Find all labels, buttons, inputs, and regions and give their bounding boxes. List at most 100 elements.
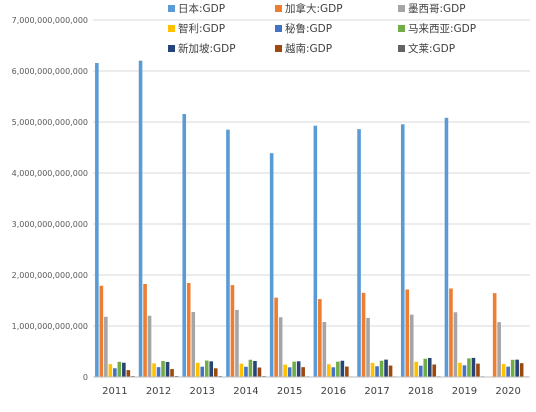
bar-2015-series-1 [274, 297, 278, 377]
legend-label: 新加坡:GDP [178, 42, 236, 55]
bar-2013-series-0 [182, 114, 187, 377]
bar-2014-series-0 [226, 129, 230, 377]
y-tick-label: 6,000,000,000,000 [12, 67, 88, 76]
bar-2019-series-5 [467, 358, 471, 377]
legend: 日本:GDP 加拿大:GDP 墨西哥:GDP 智利:GDP 秘鲁:GDP 马来西亚:GDP… [168, 2, 476, 55]
x-tick-label: 2012 [146, 386, 171, 397]
bar-2017-series-7 [388, 365, 393, 377]
bar-2017-series-2 [366, 317, 370, 377]
bar-2016-series-3 [327, 364, 331, 377]
bar-2015-series-7 [301, 367, 305, 377]
y-tick-label: 4,000,000,000,000 [12, 169, 88, 178]
bar-2020-series-3 [501, 364, 506, 377]
bar-2016-series-1 [318, 299, 322, 377]
y-tick-label: 2,000,000,000,000 [12, 271, 88, 280]
x-tick-label: 2016 [321, 386, 346, 397]
bar-2017-series-3 [370, 362, 375, 377]
bar-2020-series-4 [506, 366, 510, 377]
bars [95, 60, 528, 378]
bar-2019-series-7 [476, 363, 480, 377]
bar-2014-series-3 [239, 363, 244, 377]
legend-item: 墨西哥:GDP [398, 3, 466, 15]
bar-2017-series-1 [361, 292, 366, 377]
bar-2012-series-4 [156, 367, 161, 377]
y-tick-label: 5,000,000,000,000 [12, 118, 88, 127]
legend-swatch [168, 25, 175, 32]
legend-item: 越南:GDP [275, 42, 332, 55]
legend-item: 智利:GDP [168, 22, 225, 35]
bar-2014-series-2 [235, 309, 239, 377]
bar-2018-series-1 [405, 289, 410, 377]
legend-swatch [398, 25, 405, 32]
bar-2014-series-1 [230, 285, 235, 377]
legend-label: 智利:GDP [178, 22, 225, 35]
bar-2019-series-3 [458, 362, 462, 377]
bar-2015-series-2 [278, 317, 283, 377]
x-tick-label: 2011 [102, 386, 127, 397]
bar-2018-series-6 [427, 357, 432, 377]
bar-2011-series-7 [126, 370, 131, 377]
bar-2013-series-2 [191, 312, 196, 377]
bar-2020-series-7 [519, 363, 524, 377]
bar-2013-series-3 [195, 362, 200, 377]
x-tick-label: 2015 [277, 386, 302, 397]
y-tick-label: 7,000,000,000,000 [12, 16, 88, 25]
bar-2013-series-5 [204, 360, 209, 377]
bar-2016-series-2 [322, 322, 327, 377]
bar-2015-series-0 [269, 153, 274, 377]
bar-2013-series-4 [200, 366, 205, 377]
bar-2015-series-5 [292, 361, 296, 377]
y-tick-label: 3,000,000,000,000 [12, 220, 88, 229]
bar-2012-series-0 [138, 60, 143, 377]
legend-item: 日本:GDP [168, 2, 225, 15]
bar-2012-series-3 [152, 363, 156, 377]
bar-2015-series-6 [296, 361, 301, 377]
bar-2019-series-2 [453, 312, 458, 377]
bar-2016-series-0 [313, 125, 318, 378]
bar-2011-series-6 [122, 362, 126, 377]
legend-label: 加拿大:GDP [285, 2, 343, 15]
x-tick-label: 2014 [233, 386, 258, 397]
bar-2018-series-4 [418, 365, 423, 377]
bar-2013-series-7 [213, 368, 218, 377]
x-tick-label: 2019 [452, 386, 477, 397]
x-tick-label: 2020 [495, 386, 520, 397]
bar-2012-series-2 [147, 315, 152, 377]
legend-label: 日本:GDP [178, 2, 225, 15]
bar-2018-series-2 [409, 314, 414, 377]
x-tick-label: 2017 [364, 386, 389, 397]
bar-2016-series-7 [345, 366, 349, 377]
legend-label: 秘鲁:GDP [285, 22, 332, 35]
bar-2018-series-0 [400, 124, 405, 377]
bar-2015-series-4 [287, 367, 292, 377]
bar-2012-series-1 [143, 283, 147, 377]
bar-2016-series-4 [331, 367, 336, 377]
legend-swatch [168, 5, 175, 12]
x-tick-label: 2013 [190, 386, 215, 397]
bar-2011-series-0 [95, 62, 99, 377]
bar-2017-series-5 [379, 360, 384, 377]
bar-2012-series-7 [170, 369, 174, 377]
bar-2011-series-3 [108, 364, 113, 377]
bar-2013-series-1 [186, 283, 191, 377]
legend-swatch [275, 5, 282, 12]
bar-2017-series-4 [375, 366, 379, 377]
legend-swatch [275, 25, 282, 32]
bar-2020-series-5 [510, 359, 515, 377]
bar-2012-series-5 [161, 360, 165, 377]
x-tick-label: 2018 [408, 386, 433, 397]
y-tick-label: 0 [83, 373, 88, 382]
legend-label: 马来西亚:GDP [408, 23, 476, 35]
bar-2013-series-6 [209, 361, 214, 377]
bar-2018-series-3 [414, 361, 419, 377]
bar-2018-series-7 [432, 364, 437, 377]
bar-2020-series-1 [492, 293, 497, 377]
legend-item: 秘鲁:GDP [275, 22, 332, 35]
bar-2018-series-5 [423, 358, 428, 377]
bar-2012-series-6 [165, 361, 170, 377]
bar-2017-series-0 [357, 129, 361, 377]
bar-2016-series-6 [340, 360, 345, 377]
legend-label: 文莱:GDP [408, 42, 455, 55]
